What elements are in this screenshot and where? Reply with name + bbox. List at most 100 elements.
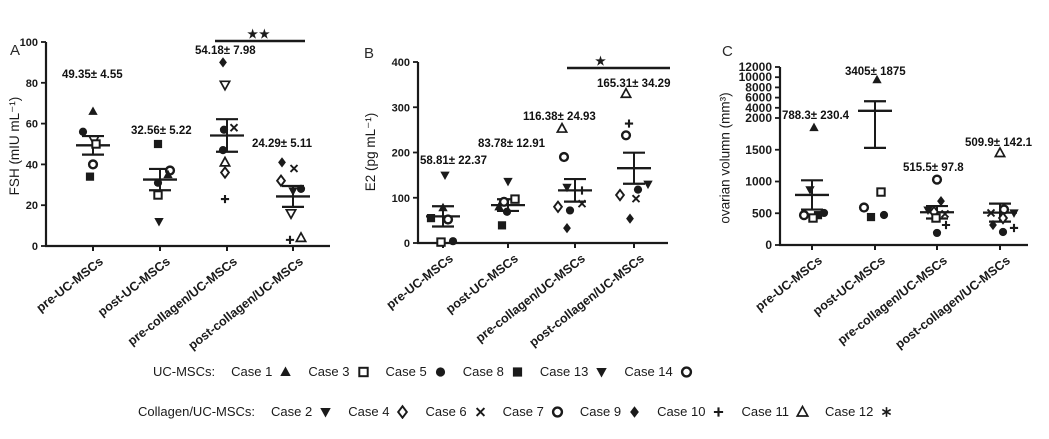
data-point-diamond-open (397, 404, 409, 419)
data-point-circle-open (620, 130, 632, 141)
diamond-filled-icon (630, 406, 639, 418)
data-point-square-open (436, 237, 446, 247)
data-point-x (289, 164, 299, 173)
legend-entry: Case 9 (580, 404, 642, 419)
y-tick-label: 1000 (745, 175, 772, 189)
data-point-triangle-down-filled (562, 183, 572, 193)
data-point-square-open (91, 139, 101, 149)
asterisk-icon (882, 407, 892, 417)
data-point-triangle-up-open (294, 231, 308, 243)
legend-entries: Case 2 Case 4 Case 6 Case 7 Case 9 Case 10 Cas… (271, 404, 909, 419)
data-point-square-open (876, 187, 886, 197)
data-point-diamond-open (614, 188, 626, 202)
data-point-x (940, 209, 950, 219)
legend-case-label: Case 10 (657, 404, 706, 419)
x-category-label: pre-UC-MSCs (34, 254, 106, 315)
triangle-up-filled-icon (280, 366, 292, 376)
triangle-down-filled-icon (596, 368, 608, 378)
data-point-triangle-up-open (993, 146, 1007, 158)
data-point-square-filled (512, 367, 523, 377)
legend-entry: Case 11 (741, 404, 810, 419)
data-point-circle-open (680, 366, 692, 378)
panel-A: A FSH (mIU mL⁻¹) 0 20 40 60 80 100 pre-UC-MSCs… (0, 0, 350, 360)
legend-case-label: Case 3 (308, 364, 350, 379)
y-tick-label: 2000 (745, 111, 772, 125)
mean-sem-annotation: 788.3± 230.4 (782, 110, 850, 122)
diamond-open-icon (397, 404, 409, 419)
data-point-plus (714, 407, 724, 417)
data-point-circle-open (498, 196, 510, 207)
square-filled-icon (512, 367, 523, 377)
y-tick-label: 400 (392, 57, 410, 69)
data-point-square-filled (426, 214, 436, 223)
data-point-triangle-up-filled (438, 202, 448, 212)
panel-B: B E2 (pg mL⁻¹) 0 100 200 300 400 pre-UC-MSCs p… (350, 0, 706, 360)
y-tick-label: 40 (26, 159, 38, 171)
legend-entry: Case 7 (503, 404, 565, 419)
legend-case-label: Case 7 (502, 404, 544, 419)
circle-open-icon (551, 406, 563, 418)
data-point-diamond-filled (219, 57, 227, 68)
legend-entry: Case 3 (308, 364, 370, 379)
data-point-triangle-down-filled (923, 206, 933, 215)
panel-letter: B (364, 45, 375, 62)
data-point-triangle-down-filled (596, 368, 608, 378)
data-point-triangle-down-filled (440, 171, 450, 181)
data-point-diamond-open (275, 174, 287, 188)
legend-row-uc-mscs: UC-MSCs: Case 1 Case 3 Case 5 Case 8 Case 13… (153, 364, 709, 379)
data-point-square-filled (497, 221, 507, 230)
error-bar (795, 179, 829, 211)
data-point-plus (624, 119, 634, 128)
data-point-circle-filled (998, 227, 1008, 237)
data-point-circle-filled (565, 206, 575, 215)
data-point-circle-filled (296, 184, 306, 193)
mean-sem-annotation: 83.78± 12.91 (478, 138, 546, 150)
data-point-circle-open (998, 204, 1010, 215)
error-bar (210, 118, 244, 153)
data-point-circle-filled (633, 185, 643, 194)
data-point-circle-open (87, 159, 99, 170)
legend-case-label: Case 6 (425, 404, 467, 419)
y-tick-label: 1500 (745, 143, 772, 157)
data-point-triangle-down-filled (320, 408, 331, 418)
mean-sem-annotation: 515.5± 97.8 (903, 162, 964, 174)
legend-case-label: Case 14 (624, 364, 673, 379)
legend-case-label: Case 2 (271, 404, 313, 419)
data-point-diamond-open (552, 200, 564, 214)
data-point-square-filled (813, 211, 823, 220)
panel-C: C ovarian volumn (mm³) 0 500 1000 1500 2000 4… (706, 0, 1049, 360)
data-point-triangle-up-filled (809, 122, 819, 132)
error-bar (558, 177, 592, 203)
data-point-plus (285, 235, 295, 244)
legend-entry: Case 4 (348, 404, 410, 419)
data-point-diamond-filled (626, 213, 634, 224)
data-point-square-open (510, 194, 520, 204)
data-point-triangle-down-filled (805, 186, 815, 195)
panel-letter: A (10, 42, 21, 59)
legend-case-label: Case 11 (741, 404, 789, 419)
data-point-circle-open (551, 406, 563, 418)
panel-letter: C (722, 43, 733, 60)
data-point-square-filled (85, 172, 95, 181)
data-point-plus (577, 186, 587, 195)
mean-sem-annotation: 58.81± 22.37 (420, 155, 488, 167)
error-bar (617, 151, 651, 185)
legend-case-label: Case 13 (539, 364, 589, 379)
data-point-square-open (153, 190, 163, 200)
data-point-triangle-up-filled (88, 106, 98, 115)
data-point-plus (1009, 223, 1019, 233)
mean-sem-annotation: 509.9± 142.1 (965, 137, 1033, 149)
data-point-circle-filled (448, 237, 458, 246)
data-point-triangle-up-filled (494, 201, 504, 211)
legend-entries: Case 1 Case 3 Case 5 Case 8 Case 13 Case 14 (231, 364, 709, 379)
data-point-square-open (931, 213, 941, 223)
significance-stars: ★ (595, 54, 607, 68)
data-point-triangle-up-filled (163, 169, 173, 179)
data-point-circle-filled (219, 125, 229, 134)
data-point-circle-open (931, 174, 943, 185)
y-tick-label: 100 (392, 193, 410, 205)
data-point-circle-open (558, 151, 570, 163)
legend-entry: Case 1 (231, 364, 293, 379)
data-point-triangle-down-open (284, 208, 298, 221)
